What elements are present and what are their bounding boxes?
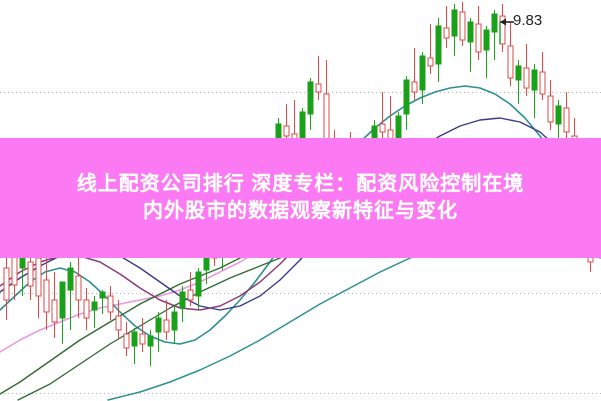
overlay-headline-line-2: 内外股市的数据观察新特征与变化 bbox=[143, 200, 458, 222]
overlay-headline-line-1: 线上配资公司排行 深度专栏：配资风险控制在境 bbox=[76, 173, 525, 195]
price-label-9-83: 9.83 bbox=[513, 12, 543, 29]
promo-text-overlay: 线上配资公司排行 深度专栏：配资风险控制在境 内外股市的数据观察新特征与变化 bbox=[0, 138, 601, 258]
